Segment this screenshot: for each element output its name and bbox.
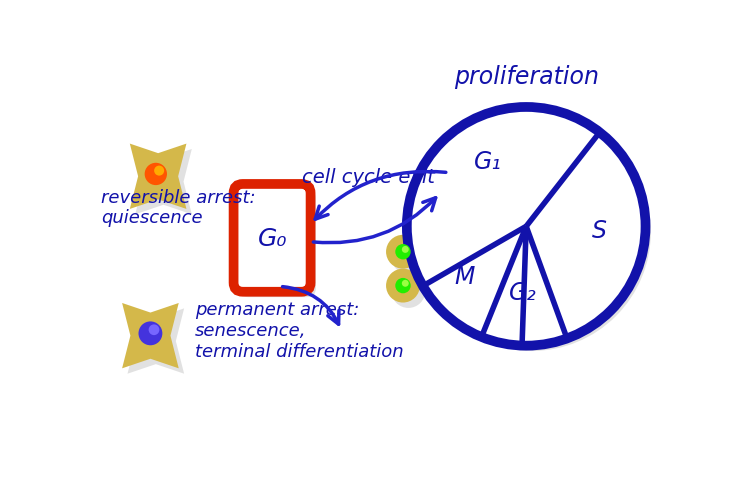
Text: reversible arrest:
quiescence: reversible arrest: quiescence <box>101 188 256 227</box>
Circle shape <box>154 166 164 176</box>
Text: cell cycle exit: cell cycle exit <box>302 167 435 186</box>
Text: S: S <box>592 219 607 243</box>
Polygon shape <box>135 150 191 215</box>
Circle shape <box>139 322 162 346</box>
Ellipse shape <box>391 241 425 274</box>
Circle shape <box>149 325 159 335</box>
FancyBboxPatch shape <box>239 190 316 298</box>
Polygon shape <box>122 304 179 368</box>
Circle shape <box>145 163 167 186</box>
Circle shape <box>396 278 410 294</box>
Circle shape <box>402 246 409 253</box>
Polygon shape <box>127 309 184 374</box>
FancyBboxPatch shape <box>234 184 311 292</box>
Circle shape <box>407 108 645 346</box>
Ellipse shape <box>391 274 425 308</box>
Circle shape <box>396 244 410 260</box>
Ellipse shape <box>386 269 420 303</box>
Ellipse shape <box>386 235 420 269</box>
Text: G₀: G₀ <box>258 226 287 250</box>
Text: permanent arrest:
senescence,
terminal differentiation: permanent arrest: senescence, terminal d… <box>195 301 404 360</box>
Polygon shape <box>130 144 186 209</box>
Circle shape <box>412 113 651 351</box>
Text: G₁: G₁ <box>474 149 501 174</box>
Circle shape <box>402 280 409 287</box>
Text: M: M <box>454 265 475 289</box>
Text: proliferation: proliferation <box>454 65 599 89</box>
Text: G₂: G₂ <box>508 280 536 304</box>
